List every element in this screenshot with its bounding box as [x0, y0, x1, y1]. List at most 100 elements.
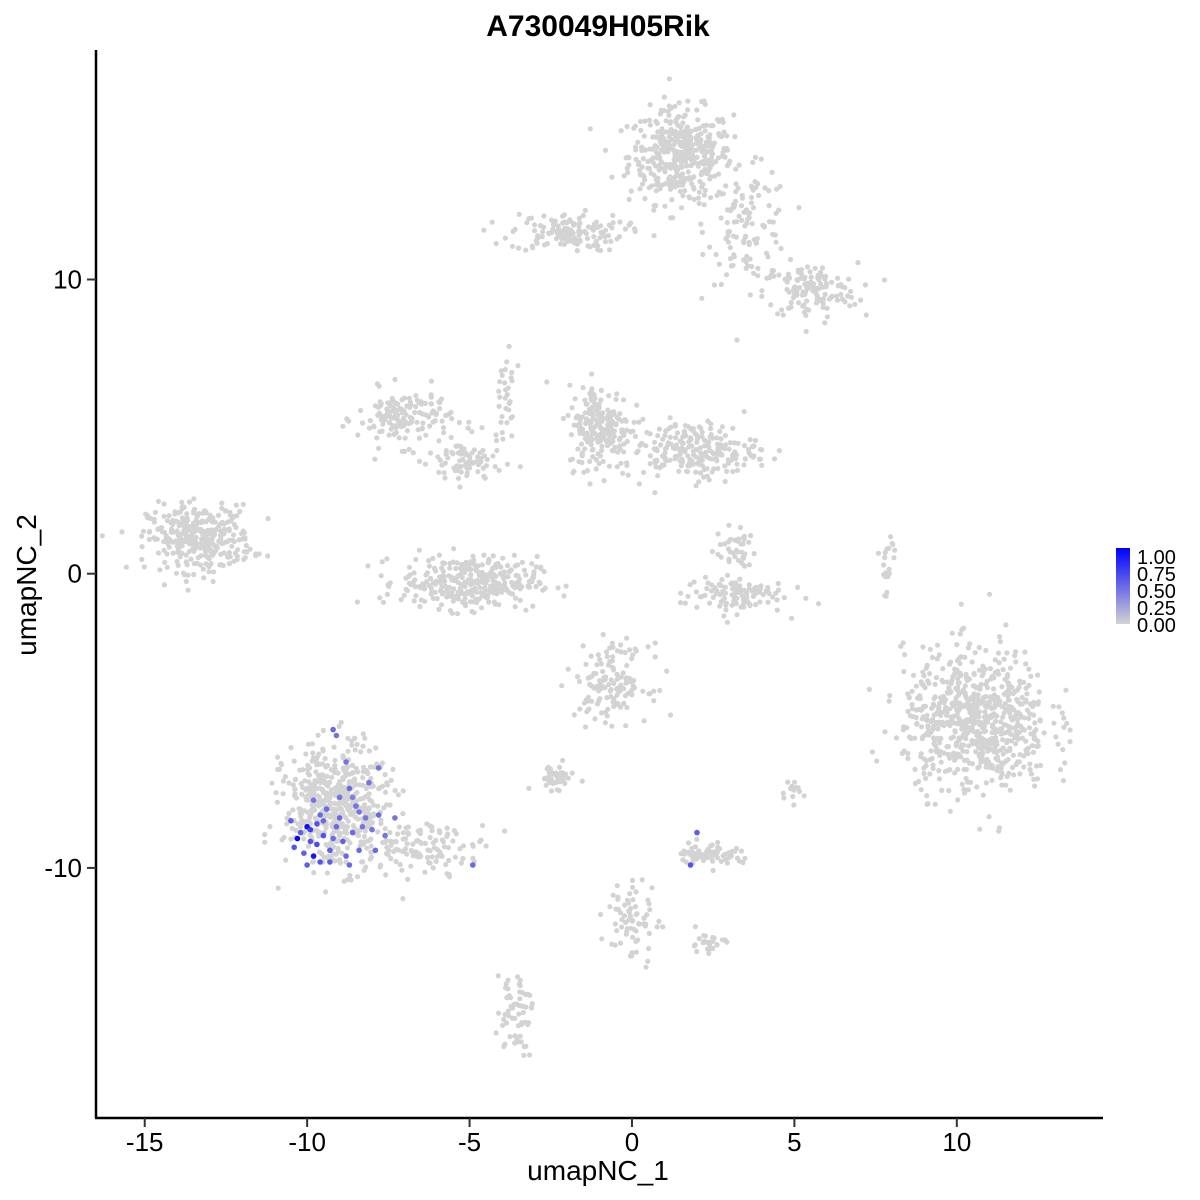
cell-point: [400, 830, 406, 836]
cell-point: [344, 837, 350, 843]
cell-point: [723, 607, 729, 613]
cell-point: [686, 176, 692, 182]
cell-point: [428, 585, 434, 591]
cell-point: [1029, 743, 1035, 749]
cell-point: [637, 442, 643, 448]
cell-point: [842, 299, 848, 305]
cell-point: [834, 297, 841, 303]
cell-point: [377, 399, 383, 405]
cell-point: [310, 807, 316, 814]
cell-point: [685, 169, 691, 175]
cell-point: [669, 197, 675, 203]
cell-point: [224, 553, 230, 560]
cell-point: [352, 776, 358, 782]
cell-point: [1001, 656, 1007, 662]
cell-point: [732, 537, 738, 543]
cell-point: [233, 502, 239, 508]
cell-point: [874, 758, 880, 764]
cell-point: [533, 584, 539, 590]
cell-point: [900, 640, 906, 646]
cell-point: [301, 836, 307, 842]
cell-point: [999, 782, 1005, 788]
expressing-cell-point: [694, 829, 700, 836]
cell-point: [504, 420, 510, 426]
cell-point: [579, 414, 585, 420]
cell-point: [559, 236, 565, 242]
cell-point: [758, 446, 764, 453]
cell-point: [638, 118, 644, 125]
cell-point: [962, 683, 968, 689]
cell-point: [454, 560, 460, 566]
cell-point: [506, 400, 512, 406]
cell-point: [766, 188, 772, 194]
cell-point: [724, 133, 730, 139]
cell-point: [366, 791, 372, 797]
cell-point: [634, 402, 640, 408]
cell-point: [608, 410, 615, 416]
cell-point: [661, 94, 667, 100]
expressing-cell-point: [362, 815, 369, 821]
cell-point: [426, 563, 432, 569]
cell-point: [430, 555, 436, 562]
cell-point: [724, 619, 731, 625]
cell-point: [705, 418, 711, 424]
cell-point: [587, 481, 593, 487]
cell-point: [980, 670, 986, 676]
cell-point: [1037, 762, 1044, 769]
cell-point: [595, 451, 601, 457]
cell-point: [951, 701, 957, 708]
cell-point: [991, 705, 998, 711]
cell-point: [123, 564, 129, 570]
cell-point: [427, 834, 433, 841]
cell-point: [749, 221, 755, 227]
cell-point: [519, 559, 525, 566]
cell-point: [750, 159, 756, 165]
cell-point: [185, 525, 191, 532]
cell-point: [280, 778, 286, 784]
cell-point: [210, 515, 216, 521]
cell-point: [665, 149, 671, 155]
cell-point: [710, 143, 716, 149]
cell-point: [345, 735, 351, 741]
cell-point: [647, 102, 653, 108]
cell-point: [493, 565, 499, 571]
cell-point: [791, 779, 798, 785]
cell-point: [445, 845, 451, 851]
cell-point: [718, 583, 724, 589]
cell-point: [694, 107, 700, 113]
cell-point: [437, 588, 444, 594]
expressing-cell-point: [366, 779, 372, 786]
cell-point: [522, 1019, 528, 1025]
cell-point: [146, 536, 152, 543]
cell-point: [1023, 738, 1029, 744]
cell-point: [452, 854, 458, 860]
cell-point: [795, 584, 801, 591]
cell-point: [1051, 720, 1057, 726]
cell-point: [694, 433, 701, 439]
cell-point: [804, 264, 811, 270]
cell-point: [952, 729, 958, 735]
cell-point: [599, 428, 605, 434]
cell-point: [746, 539, 752, 545]
cell-point: [284, 815, 290, 821]
cell-point: [473, 596, 479, 602]
cell-point: [183, 578, 189, 585]
cell-point: [963, 723, 970, 729]
cell-point: [962, 790, 968, 796]
cell-point: [787, 256, 794, 263]
cell-point: [509, 378, 515, 384]
cell-point: [514, 580, 520, 587]
cell-point: [709, 435, 716, 441]
cell-point: [309, 741, 315, 747]
cell-point: [659, 182, 665, 188]
cell-point: [725, 457, 731, 463]
cell-point: [417, 827, 423, 833]
cell-point: [279, 837, 285, 843]
cell-point: [667, 434, 673, 440]
cell-point: [662, 457, 668, 463]
cell-point: [653, 118, 659, 124]
cell-point: [747, 437, 753, 443]
cell-point: [446, 584, 452, 590]
cell-point: [592, 716, 598, 722]
cell-point: [1007, 745, 1013, 751]
